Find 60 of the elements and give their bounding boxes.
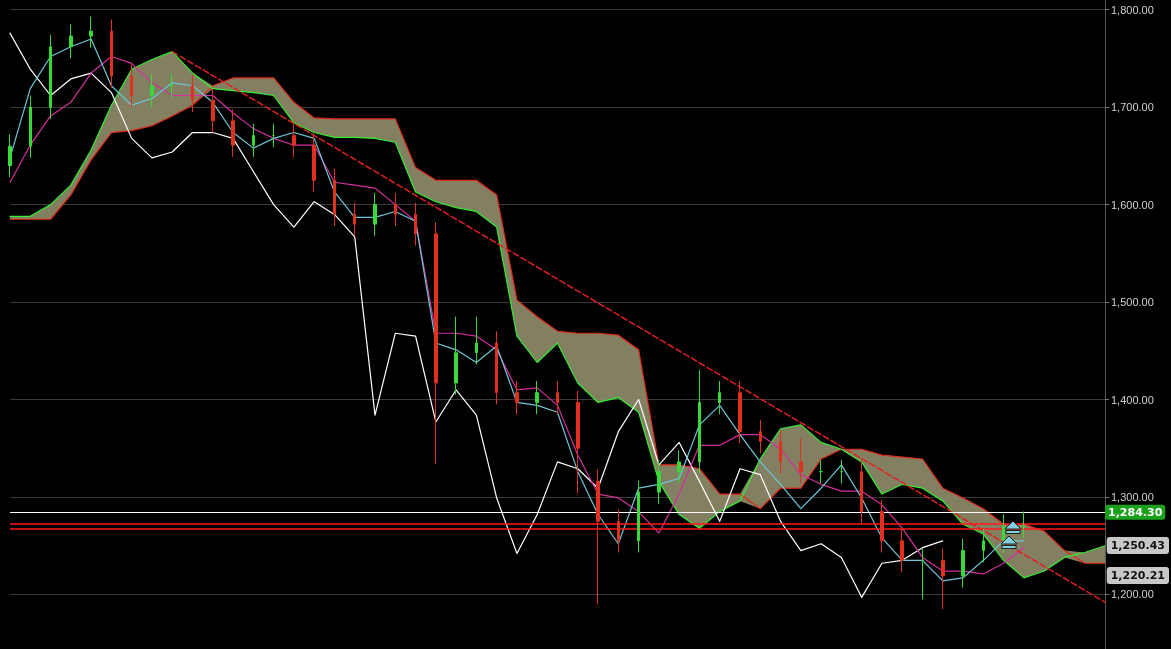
candlestick: [29, 95, 32, 159]
candlestick: [69, 23, 73, 59]
candlestick: [900, 528, 904, 573]
candlestick: [982, 528, 985, 563]
candlestick: [170, 73, 174, 98]
candlestick: [515, 380, 519, 415]
candlestick: [860, 459, 863, 524]
text: 1,250.43: [1110, 539, 1165, 552]
candlestick: [880, 499, 884, 554]
candlestick: [1002, 514, 1005, 554]
candlestick: [49, 34, 52, 120]
y-tick-label: 1,200.00: [1111, 588, 1154, 601]
candlestick: [353, 202, 356, 237]
candlestick: [657, 459, 661, 505]
candlestick: [779, 429, 782, 475]
candlestick: [150, 73, 154, 108]
candlestick: [211, 88, 215, 134]
y-tick-label: 1,700.00: [1111, 101, 1154, 114]
candlestick: [312, 133, 316, 193]
candlestick: [799, 438, 803, 484]
candlestick: [130, 63, 133, 108]
candlestick: [292, 123, 296, 158]
candlestick: [819, 459, 823, 484]
candlestick: [941, 548, 945, 610]
y-tick-label: 1,300.00: [1111, 490, 1154, 503]
candlestick: [617, 509, 620, 554]
candlestick: [677, 449, 681, 484]
candlestick: [373, 192, 377, 237]
candlestick: [718, 380, 721, 415]
candlestick: [252, 123, 255, 158]
y-tick-label: 1,800.00: [1111, 3, 1154, 16]
y-tick-label: 1,500.00: [1111, 296, 1154, 309]
candlestick: [394, 192, 397, 227]
candlestick: [921, 548, 924, 600]
candlestick: [89, 16, 93, 49]
candlestick: [414, 202, 417, 247]
candlestick: [738, 380, 742, 444]
candlestick: [333, 168, 336, 227]
candlestick: [576, 390, 580, 494]
text: 1,220.21: [1110, 569, 1165, 582]
candlestick: [535, 380, 539, 415]
candlestick: [454, 316, 458, 396]
candlestick: [8, 133, 12, 178]
candlestick: [698, 369, 701, 475]
candlestick: [637, 479, 640, 554]
candlestick: [495, 330, 498, 405]
candlestick: [556, 380, 559, 415]
candlestick: [475, 316, 478, 365]
candlestick: [596, 469, 600, 605]
candlestick: [231, 108, 235, 158]
candlestick: [272, 123, 275, 148]
y-tick-label: 1,400.00: [1111, 393, 1154, 406]
candlestick: [110, 18, 113, 89]
ref-line-label: 1,284.30: [1108, 505, 1163, 519]
candlestick: [1022, 511, 1026, 539]
candlestick: [961, 538, 965, 589]
candlestick: [840, 459, 843, 484]
candlestick: [434, 221, 438, 465]
candlestick: [759, 419, 762, 454]
y-tick-label: 1,600.00: [1111, 198, 1154, 211]
